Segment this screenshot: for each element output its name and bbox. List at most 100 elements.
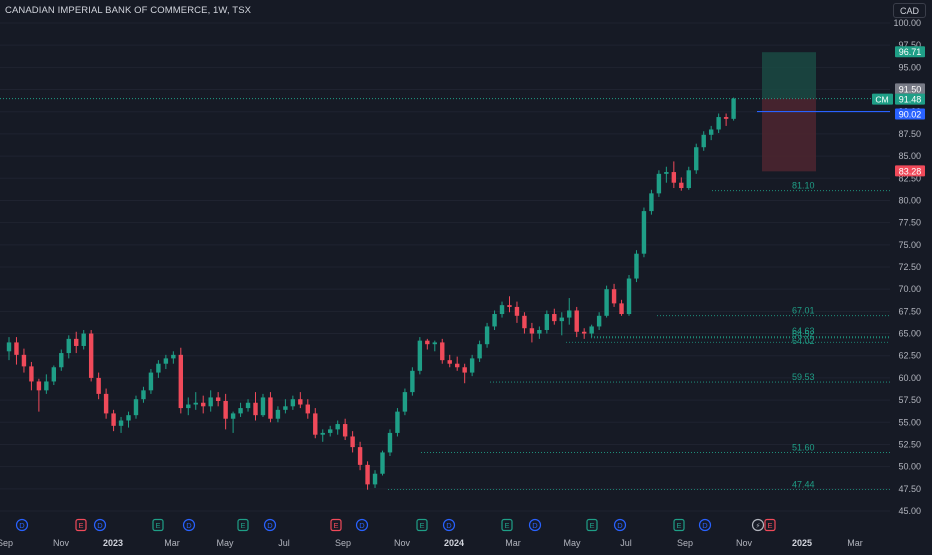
price-label: 91.48 CM	[872, 93, 925, 105]
x-tick-label: Mar	[847, 538, 863, 548]
x-tick-label: Jul	[278, 538, 290, 548]
dividend-marker[interactable]: D	[93, 518, 107, 532]
level-label: 81.10	[792, 181, 815, 191]
earnings-marker[interactable]: E	[152, 518, 164, 532]
dividend-marker[interactable]: D	[355, 518, 369, 532]
candle	[529, 322, 535, 343]
y-tick-label: 97.50	[898, 40, 921, 50]
svg-text:90.02: 90.02	[899, 110, 922, 120]
candle	[103, 388, 109, 419]
y-tick-label: 65.00	[898, 329, 921, 339]
dividend-marker[interactable]: D	[613, 518, 627, 532]
candle	[96, 372, 101, 400]
x-tick-label: Mar	[164, 538, 180, 548]
x-tick-label: Nov	[394, 538, 411, 548]
earnings-marker[interactable]: E	[416, 518, 428, 532]
dividend-marker[interactable]: D	[15, 518, 29, 532]
candle	[328, 425, 333, 437]
candles	[6, 97, 736, 490]
candle	[664, 166, 669, 183]
y-tick-label: 45.00	[898, 506, 921, 516]
candle	[14, 337, 19, 365]
candle	[171, 351, 176, 364]
x-tick-label: Nov	[736, 538, 753, 548]
candle	[671, 161, 677, 189]
x-tick-label: 2025	[792, 538, 812, 548]
svg-text:⚡: ⚡	[756, 522, 761, 530]
candle	[6, 337, 12, 361]
earnings-marker[interactable]: E	[764, 518, 776, 532]
candle	[611, 283, 617, 307]
candle	[260, 393, 266, 417]
candle	[380, 450, 385, 476]
dividend-marker[interactable]: D	[442, 518, 456, 532]
candle	[88, 329, 94, 382]
candle	[522, 312, 527, 334]
price-axis[interactable]: 100.0097.5095.0092.5090.0087.5085.0082.5…	[893, 18, 921, 516]
candle	[484, 322, 490, 348]
svg-text:D: D	[446, 521, 452, 530]
candle	[66, 335, 71, 359]
y-tick-label: 80.00	[898, 195, 921, 205]
candle	[634, 250, 639, 283]
candle	[492, 310, 497, 330]
candle	[59, 349, 64, 371]
earnings-marker[interactable]: E	[673, 518, 685, 532]
split-marker[interactable]: ⚡	[751, 518, 765, 532]
candle	[447, 354, 452, 368]
dividend-marker[interactable]: D	[528, 518, 542, 532]
earnings-marker[interactable]: E	[586, 518, 598, 532]
candle	[507, 296, 512, 313]
candle	[656, 170, 662, 197]
candle	[581, 328, 587, 339]
earnings-marker[interactable]: E	[330, 518, 342, 532]
candle	[283, 399, 288, 414]
candle	[74, 331, 79, 354]
candle	[559, 312, 564, 336]
time-axis[interactable]: Sep Nov 2023 Mar May Jul Sep Nov 2024 Mar May Jul Se…	[0, 538, 863, 548]
candle	[186, 397, 191, 416]
y-tick-label: 50.00	[898, 462, 921, 472]
candle	[36, 378, 42, 412]
candle	[178, 347, 184, 414]
candle	[372, 470, 378, 488]
candle	[156, 360, 161, 378]
candle	[455, 356, 460, 371]
earnings-marker[interactable]: E	[501, 518, 513, 532]
candle	[731, 97, 736, 121]
candle	[387, 429, 393, 456]
candle	[51, 365, 57, 386]
candle	[402, 388, 408, 416]
candle	[357, 441, 363, 471]
candle	[552, 308, 557, 325]
x-tick-label: Jul	[620, 538, 632, 548]
earnings-marker[interactable]: E	[75, 518, 87, 532]
candle	[215, 392, 221, 407]
dividend-marker[interactable]: D	[182, 518, 196, 532]
y-tick-label: 55.00	[898, 417, 921, 427]
y-tick-label: 100.00	[893, 18, 921, 28]
candle	[230, 411, 236, 433]
x-tick-label: Nov	[53, 538, 70, 548]
currency-button[interactable]: CAD	[893, 3, 926, 18]
event-markers[interactable]: D E D E D E D E D E D E D E D E D ⚡ E	[15, 518, 776, 532]
svg-text:D: D	[359, 521, 365, 530]
candle	[21, 348, 27, 373]
candle	[477, 340, 482, 362]
x-tick-label: Sep	[335, 538, 351, 548]
chart-title: CANADIAN IMPERIAL BANK OF COMMERCE, 1W, …	[5, 5, 252, 16]
candle	[342, 418, 348, 441]
dividend-marker[interactable]: D	[698, 518, 712, 532]
y-tick-label: 57.50	[898, 395, 921, 405]
candle	[462, 363, 467, 384]
earnings-marker[interactable]: E	[237, 518, 249, 532]
candle	[350, 431, 355, 453]
candle	[335, 420, 340, 435]
svg-text:E: E	[155, 521, 160, 530]
dividend-marker[interactable]: D	[263, 518, 277, 532]
x-tick-label: Sep	[0, 538, 13, 548]
x-tick-label: May	[563, 538, 581, 548]
